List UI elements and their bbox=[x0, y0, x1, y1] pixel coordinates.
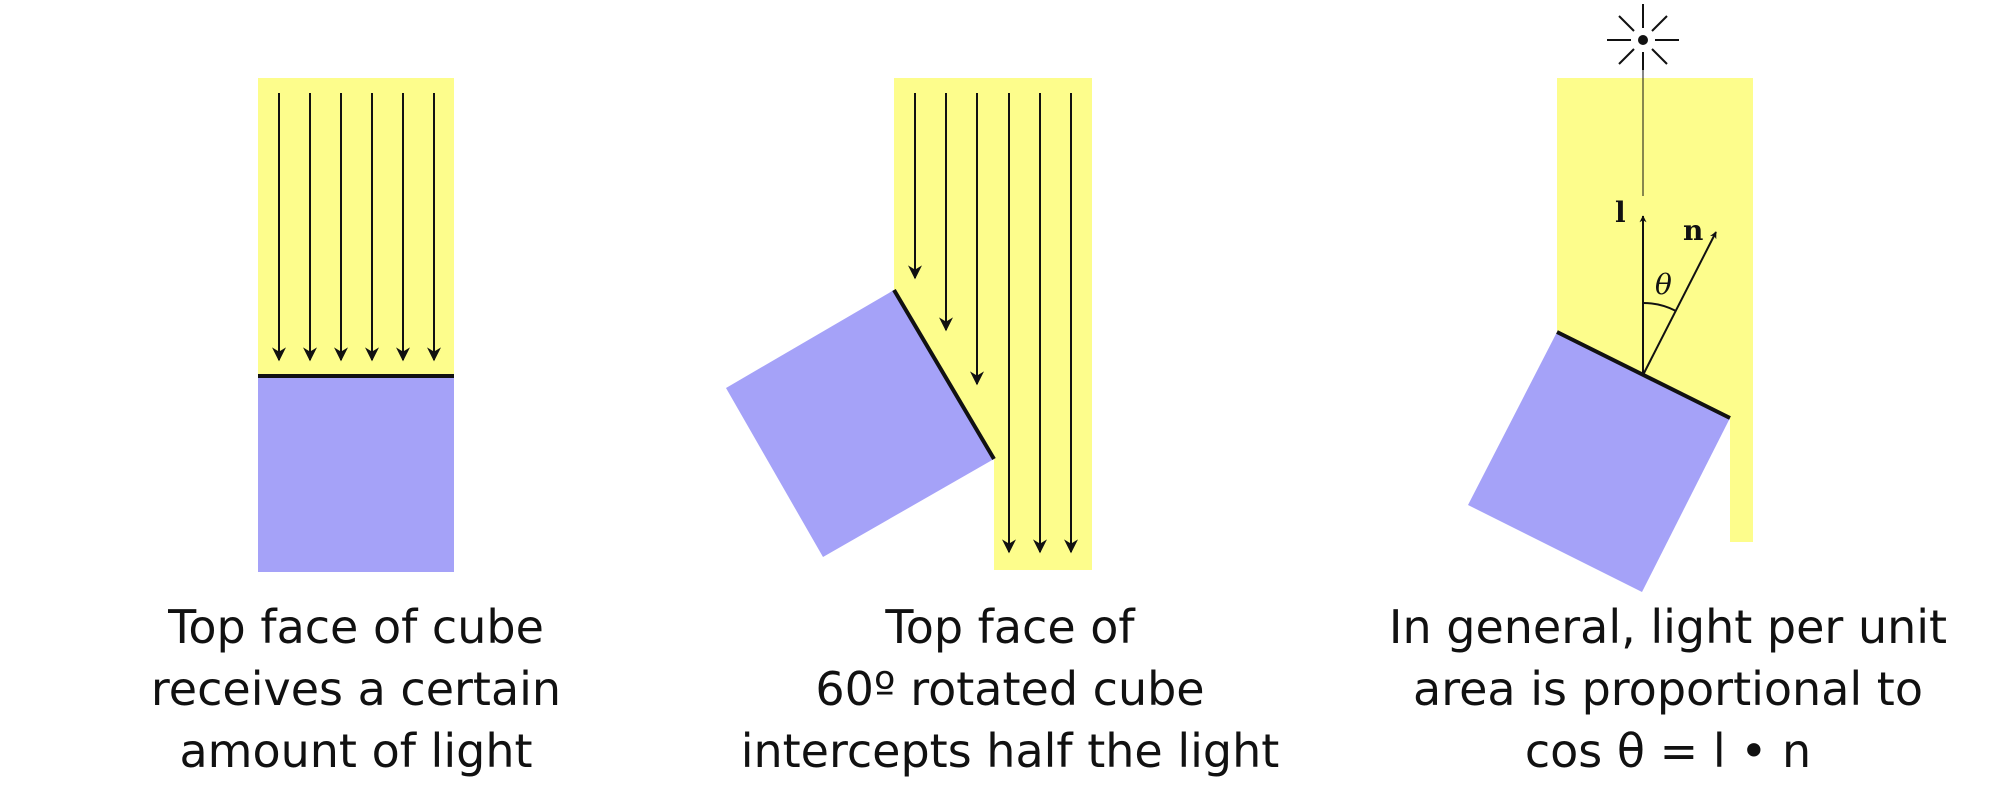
normal-vector-label: n bbox=[1683, 214, 1703, 247]
panel-general-cube: l n θ bbox=[1468, 4, 1753, 592]
caption-line: receives a certain bbox=[150, 662, 562, 716]
light-rays bbox=[272, 93, 441, 362]
caption-general-cube: In general, light per unit area is propo… bbox=[1358, 596, 1978, 782]
panel-rotated-cube bbox=[726, 78, 1092, 570]
cube bbox=[1468, 332, 1730, 592]
caption-line: Top face of cube bbox=[168, 600, 544, 654]
light-beam bbox=[1557, 78, 1753, 542]
cube-top-face bbox=[892, 288, 996, 461]
light-beam bbox=[258, 78, 454, 376]
caption-line: intercepts half the light bbox=[740, 724, 1280, 778]
caption-flat-cube: Top face of cube receives a certain amou… bbox=[46, 596, 666, 782]
panel-flat-cube bbox=[258, 78, 454, 572]
light-rays bbox=[908, 93, 1078, 554]
cube bbox=[726, 290, 994, 557]
angle-arc bbox=[1642, 302, 1677, 312]
light-beam bbox=[894, 78, 1092, 570]
caption-line: 60º rotated cube bbox=[815, 662, 1205, 716]
caption-line: area is proportional to bbox=[1413, 662, 1923, 716]
caption-line: In general, light per unit bbox=[1388, 600, 1948, 654]
cube bbox=[258, 376, 454, 572]
caption-rotated-cube: Top face of 60º rotated cube intercepts … bbox=[700, 596, 1320, 782]
angle-label: θ bbox=[1655, 268, 1672, 301]
caption-line: cos θ = l • n bbox=[1524, 724, 1812, 778]
light-vector-label: l bbox=[1615, 196, 1626, 229]
caption-line: Top face of bbox=[885, 600, 1135, 654]
normal-vector-arrow bbox=[1642, 231, 1717, 376]
light-source-icon bbox=[1607, 4, 1679, 70]
caption-line: amount of light bbox=[179, 724, 533, 778]
